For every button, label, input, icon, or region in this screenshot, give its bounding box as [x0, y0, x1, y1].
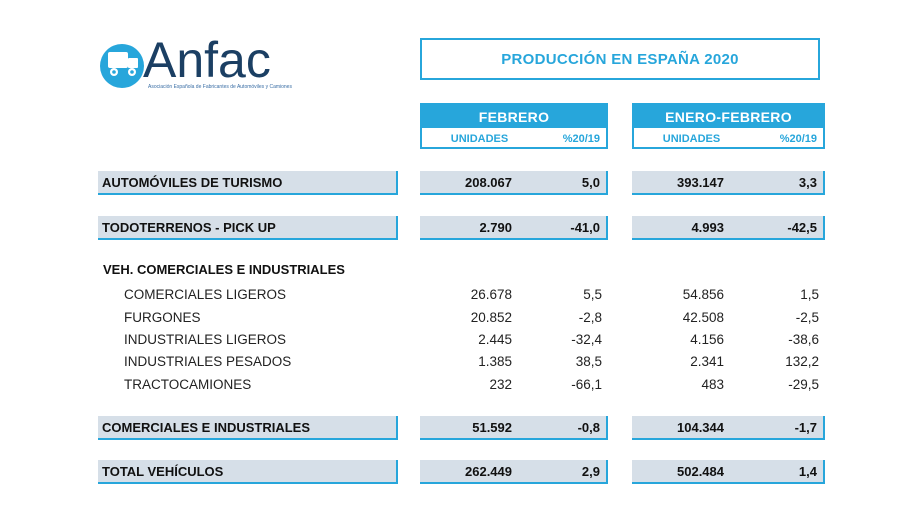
- column-header-pct: %20/19: [779, 132, 817, 145]
- cell-ef-units: 104.344: [632, 416, 728, 440]
- detail-feb-pct: -32,4: [571, 331, 602, 347]
- detail-ef-units: 54.856: [682, 286, 724, 302]
- cell-ef-units: 4.993: [632, 216, 728, 240]
- logo-tagline: Asociación Española de Fabricantes de Au…: [148, 84, 292, 90]
- detail-row-label: TRACTOCAMIONES: [124, 376, 252, 392]
- detail-ef-pct: -38,6: [788, 331, 819, 347]
- detail-ef-units: 483: [701, 376, 724, 392]
- cell-ef-units: 502.484: [632, 460, 728, 484]
- detail-row-label: INDUSTRIALES PESADOS: [124, 353, 292, 369]
- cell-feb-units: 208.067: [420, 171, 516, 195]
- detail-row-label: FURGONES: [124, 309, 201, 325]
- detail-feb-pct: 5,5: [583, 286, 602, 302]
- cell-ef-pct: -1,7: [728, 416, 825, 440]
- cell-ef-pct: 1,4: [728, 460, 825, 484]
- row-label-turismo: AUTOMÓVILES DE TURISMO: [98, 171, 398, 195]
- column-header-pct: %20/19: [562, 132, 600, 145]
- detail-row-label: INDUSTRIALES LIGEROS: [124, 331, 287, 347]
- cell-feb-pct: 2,9: [516, 460, 608, 484]
- column-header-units: UNIDADES: [662, 132, 721, 145]
- row-label-todoterrenos: TODOTERRENOS - PICK UP: [98, 216, 398, 240]
- detail-ef-pct: -29,5: [788, 376, 819, 392]
- column-group-enero-febrero: ENERO-FEBRERO UNIDADES %20/19: [632, 103, 825, 149]
- column-group-label: FEBRERO: [422, 105, 606, 128]
- cell-ef-pct: -42,5: [728, 216, 825, 240]
- anfac-logo: [100, 44, 144, 88]
- cell-feb-units: 51.592: [420, 416, 516, 440]
- truck-emblem-icon: [100, 44, 144, 88]
- detail-feb-units: 232: [489, 376, 512, 392]
- detail-feb-pct: -66,1: [571, 376, 602, 392]
- detail-ef-units: 4.156: [690, 331, 724, 347]
- cell-feb-units: 2.790: [420, 216, 516, 240]
- cell-ef-units: 393.147: [632, 171, 728, 195]
- column-group-label: ENERO-FEBRERO: [634, 105, 823, 128]
- logo-wordmark: Anfac: [143, 32, 271, 88]
- cell-feb-units: 262.449: [420, 460, 516, 484]
- detail-ef-pct: 1,5: [800, 286, 819, 302]
- column-header-units: UNIDADES: [450, 132, 509, 145]
- detail-feb-pct: -2,8: [578, 309, 602, 325]
- detail-feb-units: 20.852: [470, 309, 512, 325]
- detail-ef-units: 42.508: [682, 309, 724, 325]
- detail-feb-pct: 38,5: [575, 353, 602, 369]
- column-group-febrero: FEBRERO UNIDADES %20/19: [420, 103, 608, 149]
- detail-row-label: COMERCIALES LIGEROS: [124, 286, 287, 302]
- row-label-comerciales-industriales: COMERCIALES E INDUSTRIALES: [98, 416, 398, 440]
- detail-feb-units: 2.445: [478, 331, 512, 347]
- section-heading: VEH. COMERCIALES E INDUSTRIALES: [103, 262, 345, 277]
- detail-ef-units: 2.341: [690, 353, 724, 369]
- detail-feb-units: 1.385: [478, 353, 512, 369]
- cell-feb-pct: 5,0: [516, 171, 608, 195]
- page-title: PRODUCCIÓN EN ESPAÑA 2020: [420, 38, 820, 80]
- detail-ef-pct: -2,5: [795, 309, 819, 325]
- detail-feb-units: 26.678: [470, 286, 512, 302]
- row-label-total-vehiculos: TOTAL VEHÍCULOS: [98, 460, 398, 484]
- detail-ef-pct: 132,2: [785, 353, 819, 369]
- cell-ef-pct: 3,3: [728, 171, 825, 195]
- cell-feb-pct: -0,8: [516, 416, 608, 440]
- cell-feb-pct: -41,0: [516, 216, 608, 240]
